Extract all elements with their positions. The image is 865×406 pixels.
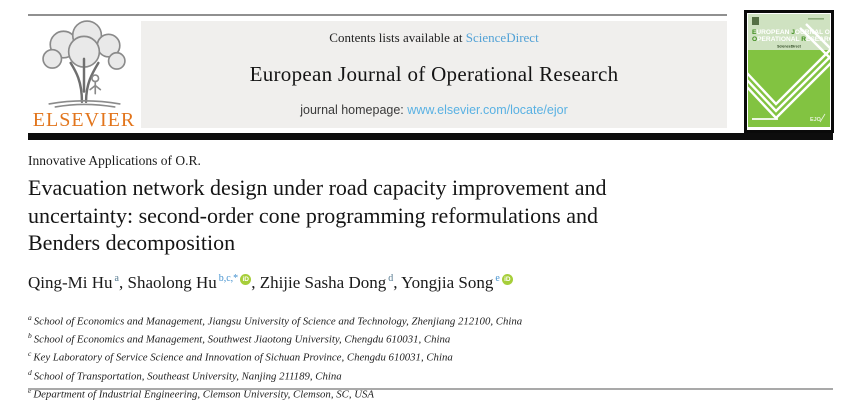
affiliation-text: School of Economics and Management, Jian… [33, 315, 523, 328]
orcid-icon[interactable]: iD [240, 274, 252, 286]
contents-prefix: Contents lists available at [329, 30, 466, 45]
affiliation-list: a School of Economics and Management, Jia… [28, 311, 522, 402]
header-top-rule [28, 14, 727, 16]
cover-ejor-logo: EJO [810, 117, 821, 123]
header-divider-bar [28, 133, 833, 140]
elsevier-logo[interactable]: ELSEVIER [28, 20, 140, 132]
journal-title: European Journal of Operational Research [249, 62, 619, 86]
affiliation-sup: c [28, 349, 32, 359]
homepage-line: journal homepage: www.elsevier.com/locat… [141, 103, 727, 117]
homepage-url-link[interactable]: www.elsevier.com/locate/ejor [407, 103, 568, 117]
elsevier-tree-logo-icon [42, 20, 126, 108]
orcid-icon[interactable]: iD [501, 274, 513, 286]
author-affiliation-link[interactable]: e [495, 273, 500, 285]
affiliation-text: School of Economics and Management, Sout… [33, 333, 451, 346]
author-affiliation-link[interactable]: b,c,* [218, 273, 239, 285]
article-title-line1: Evacuation network design under road cap… [28, 175, 607, 200]
cover-emblem-icon [752, 17, 759, 25]
affiliation-item: a School of Economics and Management, Jia… [28, 311, 522, 329]
author-name: Zhijie Sasha Dong [259, 273, 387, 292]
section-label: Innovative Applications of O.R. [28, 153, 201, 168]
sciencedirect-link[interactable]: ScienceDirect [465, 30, 539, 45]
affiliation-item: d School of Transportation, Southeast Uni… [28, 366, 522, 384]
article-title-line3: Benders decomposition [28, 230, 236, 255]
author-name: Qing-Mi Hu [28, 273, 113, 292]
affiliation-item: e Department of Industrial Engineering, C… [28, 384, 522, 402]
affiliation-sup: e [28, 385, 32, 395]
cover-title-line2: OPERATIONAL RESEARCH [752, 36, 830, 43]
homepage-prefix: journal homepage: [300, 103, 408, 117]
author-separator: , [393, 273, 398, 292]
contents-line: Contents lists available at ScienceDirec… [141, 30, 727, 46]
affiliation-text: School of Transportation, Southeast Univ… [33, 370, 342, 383]
author-separator: , [251, 273, 256, 292]
abstract-divider-rule [28, 388, 833, 390]
affiliation-sup: b [28, 331, 32, 341]
author-name: Yongjia Song [401, 273, 494, 292]
cover-sciencedirect-label: ScienceDirect [777, 45, 802, 49]
affiliation-item: c Key Laboratory of Service Science and I… [28, 347, 522, 365]
affiliation-text: Department of Industrial Engineering, Cl… [33, 388, 375, 401]
affiliation-sup: a [28, 313, 32, 322]
article-title: Evacuation network design under road cap… [28, 174, 607, 257]
affiliation-text: Key Laboratory of Service Science and In… [33, 351, 453, 364]
author-name: Shaolong Hu [127, 273, 217, 292]
author-affiliation-link[interactable]: a [114, 273, 119, 285]
cover-issue-text-bar [808, 18, 824, 20]
elsevier-wordmark: ELSEVIER [32, 109, 136, 131]
cover-ejor-logo-slash [819, 113, 826, 123]
author-affiliation-link[interactable]: d [388, 273, 394, 285]
author-separator: , [118, 273, 124, 292]
journal-cover-thumbnail[interactable]: EUROPEAN JOURNAL OF OPERATIONAL RESEARCH… [744, 10, 834, 133]
author-list: Qing-Mi Hu a, Shaolong Hu b,c,* iD, Zhijie … [28, 273, 513, 293]
affiliation-item: b School of Economics and Management, Sou… [28, 329, 522, 347]
journal-header-box: Contents lists available at ScienceDirec… [141, 21, 727, 128]
cover-footer-url-bar [752, 118, 778, 120]
cover-title-line1: EUROPEAN JOURNAL OF [752, 29, 830, 36]
affiliation-sup: d [28, 367, 32, 377]
article-title-line2: uncertainty: second-order cone programmi… [28, 202, 598, 228]
